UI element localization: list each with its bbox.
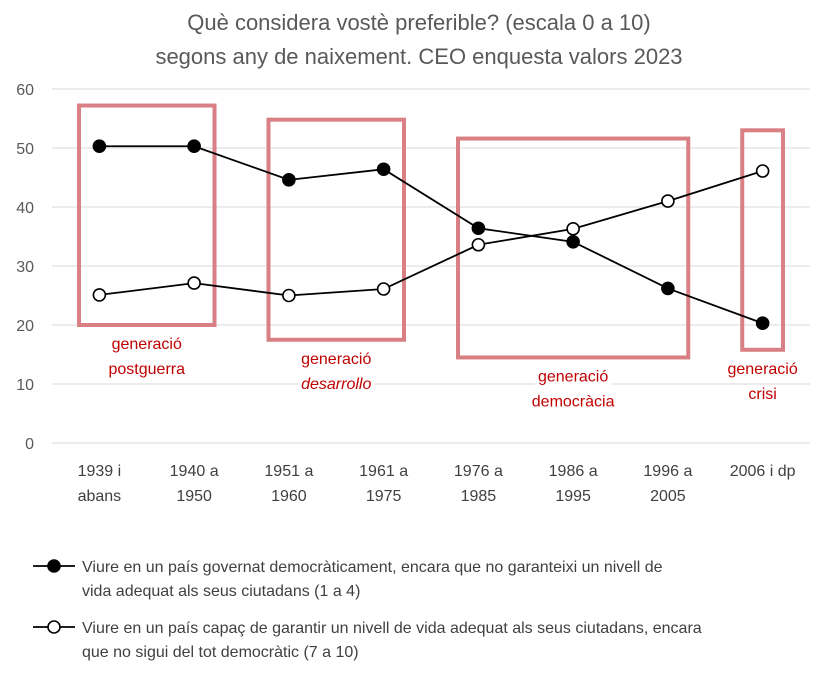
label-backing (105, 361, 189, 378)
y-tick-label-0: 0 (25, 436, 34, 453)
legend-label-0-0: Viure en un país governat democràticamen… (82, 559, 663, 576)
y-tick-label-60: 60 (16, 82, 34, 99)
data-point-0-6 (661, 281, 675, 296)
generation-label-1-0: generació (301, 351, 371, 368)
x-tick-label-5-1: 1995 (555, 488, 591, 505)
data-point-1-6 (661, 194, 675, 208)
data-point-1-3 (376, 282, 391, 296)
legend-label-1-1: que no sigui del tot democràtic (7 a 10) (82, 644, 359, 661)
generation-label-3-0: generació (727, 361, 797, 378)
label-backing (298, 350, 375, 368)
data-point-1-4 (471, 237, 486, 252)
generation-label-2-0: generació (538, 368, 608, 385)
data-point-0-3 (376, 162, 391, 177)
x-tick-label-3-1: 1975 (366, 488, 402, 505)
data-point-0-7 (755, 316, 770, 331)
series-line-0 (99, 145, 763, 325)
generation-label-2-1: democràcia (532, 393, 615, 410)
x-tick-label-0-0: 1939 i (78, 463, 122, 480)
x-tick-label-4-1: 1985 (461, 488, 497, 505)
x-tick-label-7-0: 2006 i dp (730, 463, 796, 480)
y-tick-label-40: 40 (16, 200, 34, 217)
x-tick-label-6-0: 1996 a (643, 463, 692, 480)
generation-box-3 (740, 128, 785, 352)
generation-label-0-1: postguerra (109, 361, 186, 378)
legend-marker-1 (47, 620, 61, 634)
data-point-0-0 (92, 139, 107, 154)
data-point-1-2 (282, 288, 296, 303)
generation-label-3-1: crisi (748, 386, 776, 403)
series (92, 139, 770, 331)
series-line-1 (99, 170, 763, 297)
data-point-1-5 (566, 222, 580, 236)
x-axis-ticks: 1939 i abans 1940 a 1950 1951 a 1960 1961 a 197… (78, 463, 796, 505)
generation-label-1-1: desarrollo (301, 376, 371, 393)
x-tick-label-0-1: abans (78, 488, 122, 505)
x-tick-label-2-0: 1951 a (264, 463, 313, 480)
generation-box-2 (456, 136, 691, 360)
label-backing (534, 368, 612, 386)
label-backing (108, 336, 185, 353)
y-tick-label-10: 10 (16, 377, 34, 394)
generation-label-0-0: generació (112, 336, 182, 353)
x-tick-label-2-1: 1960 (271, 488, 307, 505)
data-point-0-1 (187, 139, 201, 154)
y-axis-ticks: 0 10 20 30 40 50 60 (16, 82, 34, 453)
x-tick-label-1-1: 1950 (176, 488, 212, 505)
legend-marker-0 (47, 559, 61, 573)
title-line-1: segons any de naixement. CEO enquesta va… (155, 44, 682, 69)
data-point-1-0 (92, 288, 107, 302)
x-tick-label-5-0: 1986 a (549, 463, 598, 480)
legend-label-1-0: Viure en un país capaç de garantir un ni… (82, 620, 702, 637)
label-backing (724, 360, 801, 378)
label-backing (745, 385, 780, 403)
generation-box-0 (77, 103, 217, 327)
x-tick-label-1-0: 1940 a (170, 463, 219, 480)
chart-title: Què considera vostè preferible? (escala … (155, 10, 682, 69)
x-tick-label-3-0: 1961 a (359, 463, 408, 480)
y-tick-label-50: 50 (16, 141, 34, 158)
label-backing (298, 375, 375, 393)
generation-box-1 (266, 117, 406, 342)
data-point-0-2 (282, 173, 296, 187)
y-tick-label-30: 30 (16, 259, 34, 276)
x-tick-label-6-1: 2005 (650, 488, 686, 505)
y-tick-label-20: 20 (16, 318, 34, 335)
legend-label-0-1: vida adequat als seus ciutadans (1 a 4) (82, 583, 360, 600)
legend: Viure en un país governat democràticamen… (33, 559, 702, 661)
generation-boxes: generació postguerra generació desarrollo ge… (77, 103, 801, 411)
data-point-0-4 (471, 221, 486, 236)
data-point-1-1 (187, 276, 201, 290)
title-line-0: Què considera vostè preferible? (escala … (187, 10, 650, 35)
data-point-1-7 (755, 164, 770, 178)
data-point-0-5 (566, 235, 580, 249)
label-backing (528, 393, 618, 411)
x-tick-label-4-0: 1976 a (454, 463, 503, 480)
